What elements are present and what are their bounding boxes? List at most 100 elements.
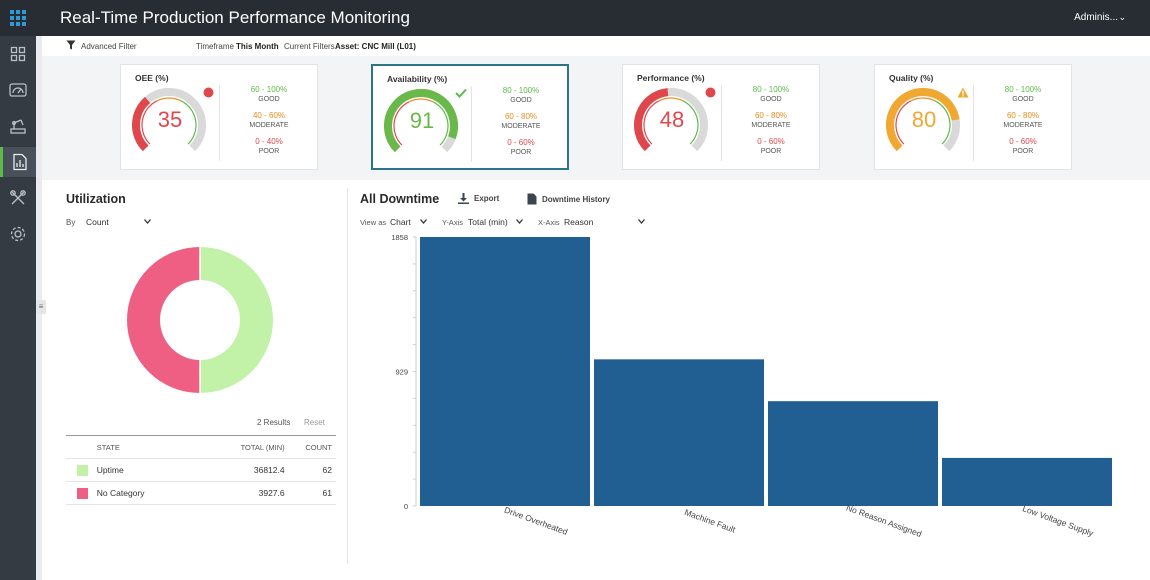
chart-bar[interactable] [768, 401, 938, 506]
kpi-card[interactable]: Quality (%) 80 80 - 100% GOOD 60 - 80% MO… [874, 64, 1072, 170]
sidebar-item-dashboard[interactable] [0, 39, 36, 69]
x-tick-label: No Reason Assigned [845, 502, 923, 539]
page-title: Real-Time Production Performance Monitor… [60, 8, 410, 27]
row-state: No Category [95, 481, 215, 505]
kpi-value: 35 [157, 107, 183, 132]
column-header-count[interactable]: COUNT [285, 435, 336, 459]
x-tick-label: Machine Fault [683, 507, 737, 535]
legend-range: 80 - 100% [502, 86, 540, 95]
results-count: 2 Results [257, 418, 291, 427]
table-row[interactable]: Uptime 36812.4 62 [66, 458, 336, 482]
chevron-down-icon [420, 219, 427, 224]
kpi-gauge [886, 88, 960, 152]
chevron-down-icon [144, 219, 151, 224]
kpi-title: Performance (%) [637, 73, 705, 83]
kpi-card[interactable]: Performance (%) 48 80 - 100% GOOD 60 - 80… [622, 64, 820, 170]
donut-slice-no-category[interactable] [127, 247, 200, 393]
legend-range: 0 - 60% [507, 138, 535, 147]
view-as-value: Chart [390, 217, 411, 227]
legend-range: 0 - 60% [1009, 137, 1037, 146]
app-launcher-icon[interactable] [0, 0, 36, 36]
column-header-total[interactable]: TOTAL (MIN) [214, 435, 286, 459]
utilization-table: STATE TOTAL (MIN) COUNT Uptime 36812.4 6… [66, 435, 336, 505]
utilization-by-label: By [66, 218, 76, 227]
panel-divider [347, 188, 348, 564]
legend-label: MODERATE [249, 122, 289, 129]
current-filters-label: Current Filters [284, 42, 335, 51]
advanced-filter-link[interactable]: Advanced Filter [81, 42, 137, 51]
reset-link[interactable]: Reset [304, 418, 325, 427]
timeframe-value[interactable]: This Month [236, 42, 279, 51]
legend-label: POOR [258, 148, 280, 155]
downtime-history-button[interactable]: Downtime History [527, 193, 610, 205]
gauge-icon [9, 83, 27, 97]
check-icon [455, 88, 467, 98]
y-tick-label: 1858 [391, 233, 408, 242]
export-button[interactable]: Export [458, 193, 499, 204]
x-axis-value: Reason [564, 217, 594, 227]
kpi-title: Quality (%) [889, 73, 934, 83]
kpi-card[interactable]: Availability (%) 91 80 - 100% GOOD 60 - 8… [371, 64, 569, 170]
y-tick-label: 929 [395, 368, 408, 377]
column-header-state[interactable]: STATE [95, 435, 215, 459]
top-bar [0, 0, 1150, 36]
current-filters-value[interactable]: Asset: CNC Mill (L01) [335, 42, 416, 51]
timeframe-label: Timeframe [196, 42, 234, 51]
utilization-by-select[interactable]: Count [82, 214, 154, 230]
legend-label: POOR [510, 149, 532, 156]
y-axis-select[interactable]: Total (min) [466, 214, 526, 230]
row-total: 36812.4 [214, 458, 286, 482]
legend-range: 0 - 60% [757, 137, 785, 146]
sidebar-item-settings[interactable] [0, 219, 36, 249]
legend-range: 40 - 60% [252, 111, 286, 120]
x-axis-label: X-Axis [538, 218, 560, 227]
chart-bar[interactable] [594, 359, 764, 506]
tools-icon [10, 190, 26, 205]
legend-range: 60 - 100% [250, 85, 288, 94]
kpi-value: 80 [911, 107, 937, 132]
sidebar-item-reports[interactable] [0, 147, 36, 177]
legend-label: POOR [760, 148, 782, 155]
legend-label: GOOD [510, 97, 532, 104]
legend-swatch-uptime [77, 464, 88, 476]
chevron-down-icon[interactable]: ⌄ [1118, 12, 1126, 22]
utilization-title: Utilization [66, 192, 126, 206]
download-icon [458, 193, 469, 204]
legend-label: MODERATE [1003, 122, 1043, 129]
legend-label: GOOD [1012, 96, 1034, 103]
chevron-down-icon [516, 219, 523, 224]
x-axis-select[interactable]: Reason [562, 214, 648, 230]
user-menu[interactable]: Adminis... [1074, 12, 1118, 23]
chevron-down-icon [638, 219, 645, 224]
sidebar-item-machines[interactable] [0, 111, 36, 141]
x-tick-label: Drive Overheated [503, 505, 569, 537]
view-as-select[interactable]: Chart [388, 214, 430, 230]
sidebar-collapse-handle[interactable]: ≡ [36, 300, 46, 314]
table-row[interactable]: No Category 3927.6 61 [66, 481, 336, 505]
utilization-by-value: Count [86, 217, 109, 227]
kpi-card[interactable]: OEE (%) 35 60 - 100% GOOD 40 - 60% MODERA… [120, 64, 318, 170]
kpi-gauge [384, 89, 458, 153]
filter-icon[interactable] [66, 40, 76, 50]
kpi-legend: 80 - 100% GOOD 60 - 80% MODERATE 0 - 60% P… [473, 86, 569, 164]
legend-range: 0 - 40% [255, 137, 283, 146]
legend-range: 60 - 80% [754, 111, 788, 120]
filter-bar: Advanced Filter Timeframe This Month Cur… [42, 36, 1150, 56]
sidebar-item-tools[interactable] [0, 183, 36, 213]
donut-slice-uptime[interactable] [200, 247, 273, 393]
row-count: 61 [285, 481, 336, 505]
chart-bar[interactable] [420, 237, 590, 506]
legend-label: POOR [1012, 148, 1034, 155]
legend-label: GOOD [258, 96, 280, 103]
legend-range: 80 - 100% [752, 85, 790, 94]
row-count: 62 [285, 458, 336, 482]
legend-label: MODERATE [751, 122, 791, 129]
dashboard-icon [10, 46, 26, 62]
sidebar-item-gauge[interactable] [0, 75, 36, 105]
downtime-bar-chart: 0 929 1858 Drive Overheated Machine Fault No … [391, 233, 1112, 539]
kpi-gauge [634, 88, 708, 152]
chart-bar[interactable] [942, 457, 1112, 506]
kpi-gauge [132, 88, 206, 152]
document-icon [527, 193, 537, 205]
alert-icon [203, 87, 214, 98]
